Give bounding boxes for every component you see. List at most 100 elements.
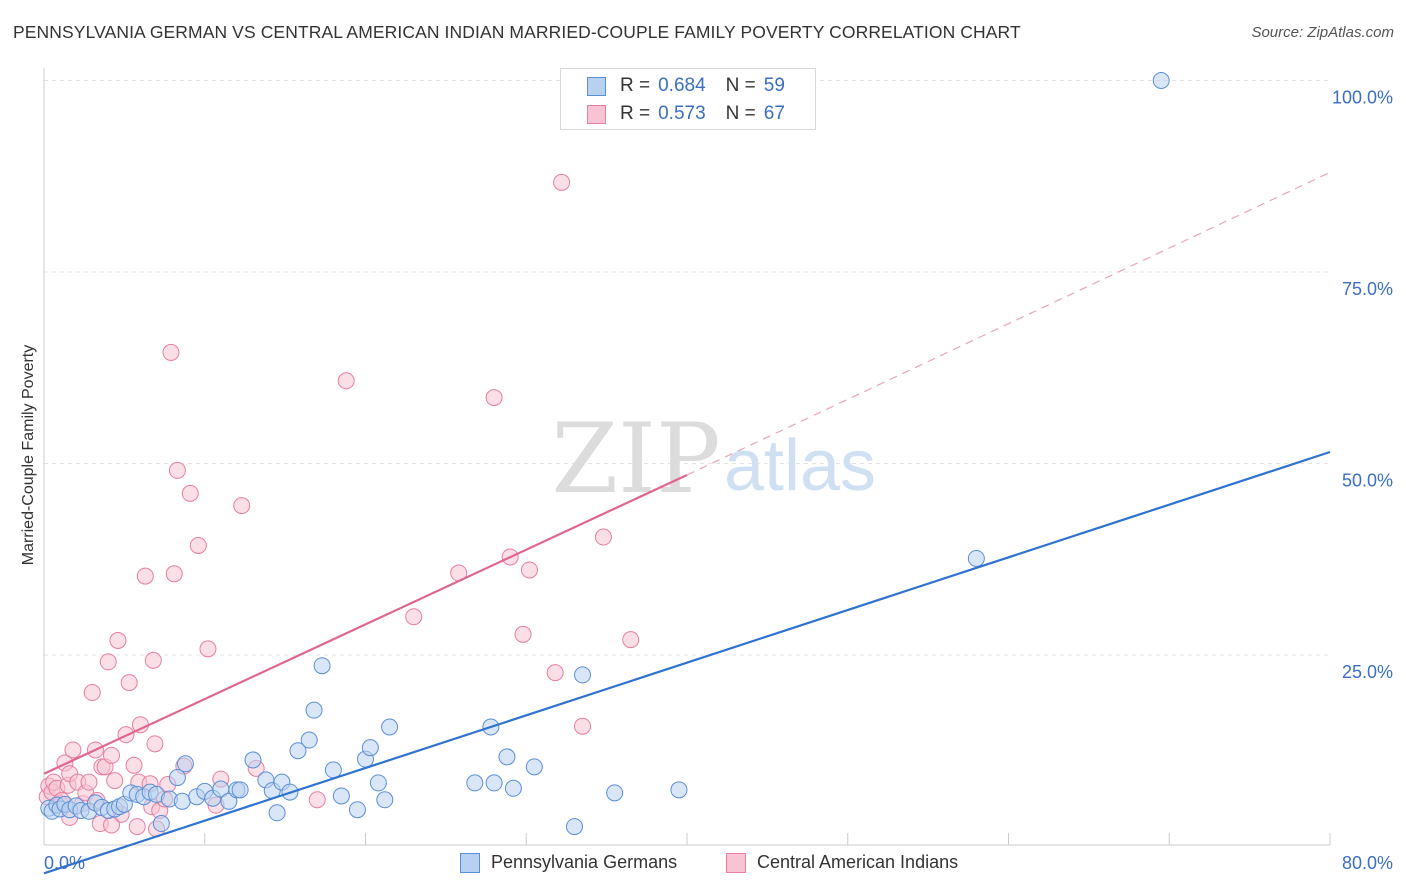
y-tick-label: 100.0% (1332, 88, 1393, 108)
data-point (199, 640, 217, 658)
trend-line-extension-central-american-indians (686, 171, 1331, 476)
trend-line-pennsylvania-germans (43, 450, 1331, 875)
legend-n-value-blue: 59 (763, 75, 785, 96)
data-point (546, 664, 564, 682)
y-axis-label: Married-Couple Family Poverty (20, 344, 37, 566)
bottom-legend-label-pink: Central American Indians (757, 852, 959, 872)
data-point (128, 818, 146, 836)
data-point (381, 718, 399, 736)
data-point (146, 735, 164, 753)
axes (43, 68, 1331, 846)
watermark-zip: ZIP (551, 403, 720, 515)
data-point (99, 653, 117, 671)
y-tick-label: 50.0% (1342, 471, 1393, 491)
legend-r-value-pink: 0.573 (658, 103, 706, 124)
trend-lines (43, 171, 1331, 875)
data-point (289, 742, 307, 760)
series-pennsylvania-germans (40, 72, 1170, 836)
data-point (131, 716, 149, 734)
data-point (313, 657, 331, 675)
data-point (109, 631, 127, 649)
legend-swatch-blue (587, 76, 606, 96)
watermark-atlas: atlas (724, 426, 876, 506)
data-point (83, 684, 101, 702)
data-point (332, 787, 350, 805)
data-point (485, 389, 503, 407)
series-central-american-indians (38, 173, 640, 838)
legend-row-blue: R = 0.684 N = 59 (587, 75, 785, 97)
data-point (622, 631, 640, 649)
data-point (594, 528, 612, 546)
data-point (64, 741, 82, 759)
data-point (525, 758, 543, 776)
data-point (162, 343, 180, 361)
grid-lines (44, 80, 1330, 656)
data-point (337, 372, 355, 390)
legend-r-label-pink: R = (620, 103, 651, 124)
data-point (103, 746, 121, 764)
data-point (405, 608, 423, 626)
data-point (165, 565, 183, 583)
trend-line-central-american-indians (43, 473, 688, 775)
legend-r-value-blue: 0.684 (658, 75, 706, 96)
bottom-legend-label-blue: Pennsylvania Germans (491, 852, 678, 872)
data-point (168, 461, 186, 479)
legend-n-value-pink: 67 (763, 103, 785, 124)
data-point (120, 674, 138, 692)
data-point (574, 666, 592, 684)
data-point (189, 536, 207, 554)
data-point (565, 818, 583, 836)
data-point (348, 801, 366, 819)
bottom-legend-pink: Central American Indians (726, 852, 958, 873)
data-point (1152, 72, 1170, 89)
data-point (308, 791, 326, 809)
data-point (144, 651, 162, 669)
data-point (300, 731, 318, 749)
data-point (514, 625, 532, 643)
legend-row-pink: R = 0.573 N = 67 (587, 103, 785, 125)
bottom-legend-blue: Pennsylvania Germans (460, 852, 677, 873)
data-point (670, 781, 688, 799)
data-point (574, 717, 592, 735)
data-point (376, 791, 394, 809)
data-point (504, 779, 522, 797)
data-point (606, 784, 624, 802)
x-tick-label: 0.0% (44, 853, 85, 873)
bottom-legend-swatch-pink (726, 852, 746, 873)
data-point (106, 772, 124, 790)
data-point (369, 774, 387, 792)
data-point (466, 774, 484, 792)
data-point (173, 792, 191, 810)
data-point (103, 816, 121, 834)
chart-title: PENNSYLVANIA GERMAN VS CENTRAL AMERICAN … (13, 22, 1021, 42)
data-point (553, 173, 571, 191)
data-point (268, 804, 286, 822)
bottom-legend-swatch-blue (460, 852, 480, 873)
legend-n-label-blue: N = (725, 75, 756, 96)
data-point (361, 739, 379, 757)
x-tick-label: 80.0% (1342, 853, 1393, 873)
data-point (181, 484, 199, 502)
data-point (305, 701, 323, 719)
tick-labels: 100.0% 75.0% 50.0% 25.0% 0.0% 80.0% (44, 88, 1393, 874)
data-point (125, 756, 143, 774)
data-point (152, 815, 170, 833)
data-point (244, 751, 262, 769)
legend: R = 0.684 N = 59 R = 0.573 N = 67 (560, 68, 816, 130)
legend-swatch-pink (587, 104, 606, 124)
data-point (233, 497, 251, 515)
y-tick-label: 25.0% (1342, 662, 1393, 682)
legend-n-label-pink: N = (725, 103, 756, 124)
data-point (176, 755, 194, 773)
source-label: Source: ZipAtlas.com (1251, 24, 1394, 41)
data-point (168, 769, 186, 787)
data-point (485, 774, 503, 792)
data-point (80, 773, 98, 791)
data-point (498, 748, 516, 766)
legend-r-label-blue: R = (620, 75, 651, 96)
y-tick-label: 75.0% (1342, 279, 1393, 299)
data-point (324, 761, 342, 779)
data-point (220, 792, 238, 810)
data-point (967, 549, 985, 567)
